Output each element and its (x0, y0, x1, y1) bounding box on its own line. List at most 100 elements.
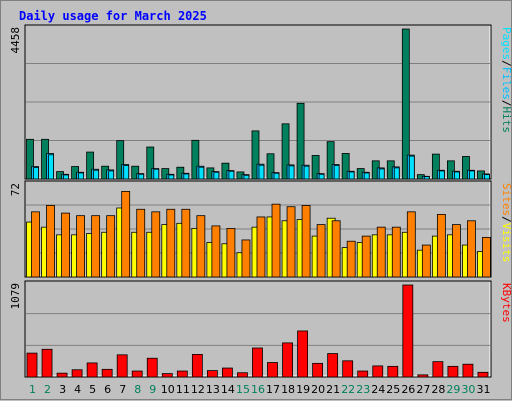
x-tick-label-8: 8 (134, 383, 141, 396)
pages-bar-2 (48, 154, 54, 180)
kbytes-bar-8 (131, 370, 143, 378)
x-tick-label-11: 11 (176, 383, 190, 396)
sites-bar-2 (46, 205, 55, 278)
pages-bar-1 (33, 167, 39, 180)
kbytes-bar-11 (176, 370, 188, 378)
hits-bar-17 (266, 153, 275, 180)
x-tick-label-15: 15 (236, 383, 250, 396)
kbytes-bar-18 (282, 342, 293, 378)
kbytes-bar-27 (417, 374, 429, 378)
pages-bar-22 (348, 171, 355, 180)
hits-bar-12 (191, 139, 200, 180)
x-tick-label-16: 16 (251, 383, 265, 396)
pages-bar-26 (408, 155, 415, 180)
pages-bar-9 (153, 168, 160, 180)
sites-bar-5 (91, 215, 101, 278)
pages-bar-4 (78, 172, 84, 180)
sites-bar-13 (211, 225, 221, 278)
pages-bar-30 (469, 170, 475, 180)
hits-bar-7 (116, 140, 125, 180)
sites-bar-22 (346, 240, 356, 278)
kbytes-bar-1 (26, 352, 38, 378)
hits-bar-9 (146, 146, 155, 180)
kbytes-bar-15 (237, 372, 248, 378)
kbytes-bar-9 (146, 357, 158, 378)
kbytes-bar-4 (71, 369, 83, 378)
kbytes-bar-26 (402, 284, 414, 378)
hits-bar-22 (341, 153, 350, 180)
kbytes-bar-5 (86, 362, 98, 378)
pages-bar-29 (454, 171, 460, 180)
sites-bar-27 (421, 244, 431, 278)
x-tick-label-20: 20 (311, 383, 325, 396)
pages-bar-11 (183, 173, 190, 180)
sites-bar-21 (331, 220, 341, 278)
pages-bar-19 (303, 165, 310, 180)
sites-bar-9 (151, 211, 161, 278)
sites-bar-1 (31, 211, 40, 278)
sites-bar-31 (482, 236, 491, 278)
pages-bar-14 (228, 170, 235, 180)
x-tick-label-25: 25 (386, 383, 400, 396)
sites-bar-19 (301, 205, 311, 278)
pages-bar-23 (363, 172, 370, 180)
x-tick-label-4: 4 (74, 383, 81, 396)
sites-bar-28 (436, 213, 446, 278)
sites-bar-3 (61, 212, 70, 278)
sites-bar-18 (286, 206, 296, 278)
x-tick-label-5: 5 (89, 383, 96, 396)
x-tick-label-14: 14 (221, 383, 235, 396)
x-tick-label-17: 17 (266, 383, 280, 396)
x-tick-label-29: 29 (446, 383, 460, 396)
kbytes-bar-3 (56, 372, 68, 378)
hits-bar-5 (86, 151, 95, 180)
x-tick-label-2: 2 (44, 383, 51, 396)
pages-bar-25 (393, 167, 400, 180)
kbytes-bar-2 (41, 348, 53, 378)
pages-bar-15 (243, 174, 250, 180)
pages-bar-24 (378, 168, 385, 180)
hits-bar-19 (296, 102, 305, 180)
hits-bar-30 (462, 156, 470, 180)
pages-bar-13 (213, 171, 220, 180)
x-tick-label-19: 19 (296, 383, 310, 396)
sites-bar-24 (376, 226, 386, 278)
y-axis-max-label-bottom: 1079 (9, 283, 22, 310)
hits-bar-16 (251, 130, 260, 180)
hits-bar-8 (131, 165, 140, 180)
legend-entry-slash: / (500, 216, 512, 223)
x-tick-label-22: 22 (341, 383, 355, 396)
legend-entry-slash: / (500, 100, 512, 107)
x-tick-label-12: 12 (191, 383, 205, 396)
sites-bar-8 (136, 208, 146, 278)
kbytes-bar-28 (432, 361, 444, 378)
pages-bar-5 (93, 169, 100, 180)
pages-bar-31 (484, 174, 490, 180)
x-tick-label-9: 9 (149, 383, 156, 396)
sites-bar-12 (196, 215, 206, 278)
sites-bar-23 (361, 235, 371, 278)
pages-bar-17 (273, 172, 280, 180)
kbytes-bar-19 (297, 330, 308, 378)
x-tick-label-27: 27 (416, 383, 430, 396)
hits-bar-20 (311, 155, 320, 180)
hits-bar-18 (281, 123, 290, 180)
chart-title: Daily usage for March 2025 (19, 9, 207, 23)
sites-bar-7 (121, 190, 131, 278)
kbytes-bar-25 (387, 365, 399, 378)
pages-bar-3 (63, 174, 69, 180)
x-tick-label-13: 13 (206, 383, 220, 396)
x-tick-label-6: 6 (104, 383, 111, 396)
hits-bar-26 (401, 28, 410, 180)
x-tick-label-31: 31 (476, 383, 490, 396)
kbytes-bar-20 (312, 362, 324, 378)
x-tick-label-23: 23 (356, 383, 370, 396)
sites-bar-17 (271, 203, 281, 278)
right-legend-middle: Sites/Visits (500, 183, 512, 263)
x-tick-label-7: 7 (119, 383, 126, 396)
hits-bar-29 (447, 160, 455, 180)
pages-bar-7 (123, 165, 130, 180)
pages-bar-28 (438, 170, 445, 180)
legend-entry-files: Files (500, 67, 512, 100)
